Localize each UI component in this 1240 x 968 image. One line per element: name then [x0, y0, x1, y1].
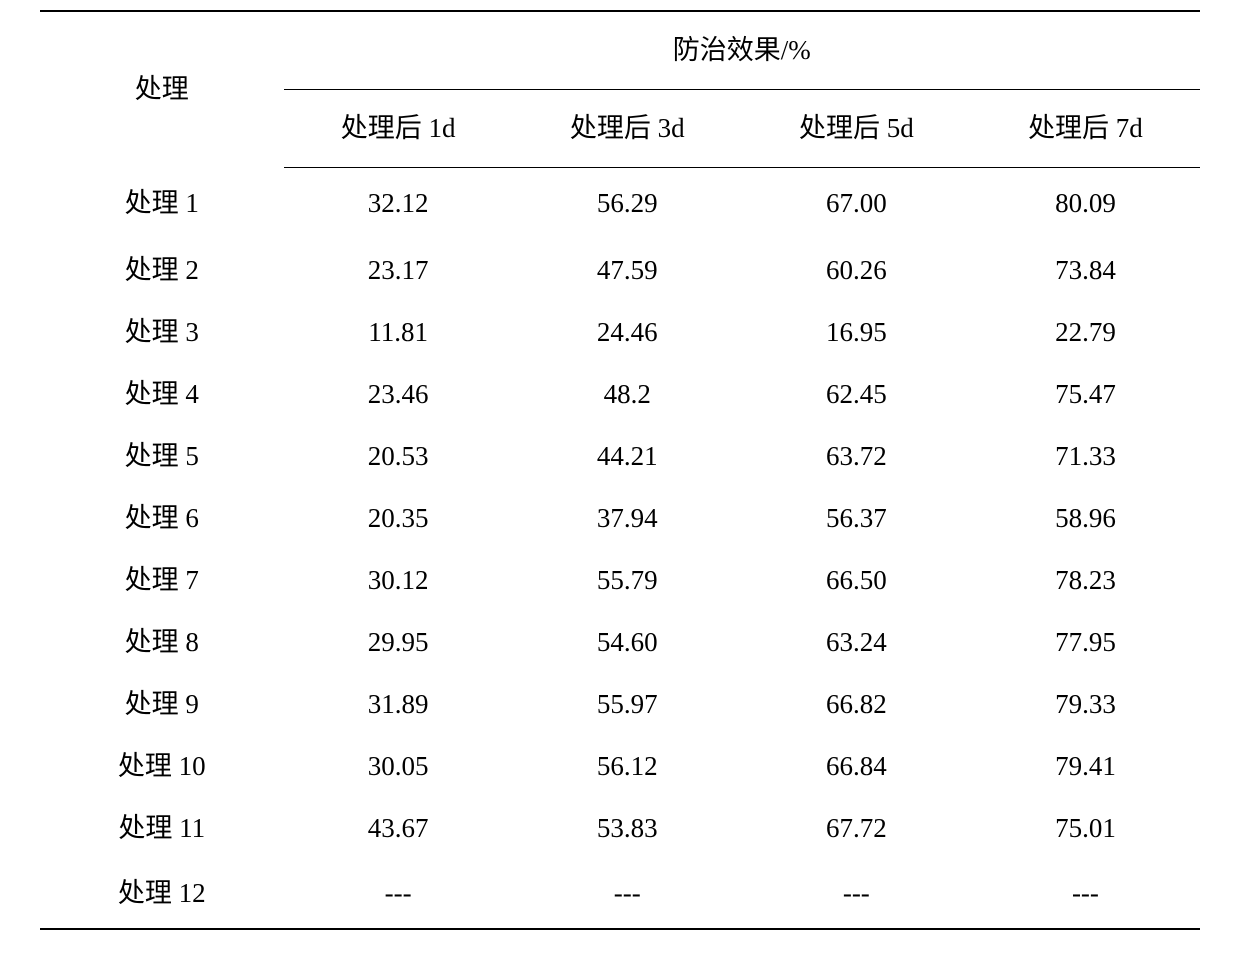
cell: 55.97	[513, 673, 742, 735]
cell: 56.29	[513, 167, 742, 239]
col-header-group: 防治效果/%	[284, 11, 1200, 89]
table-row: 处理 4 23.46 48.2 62.45 75.47	[40, 363, 1200, 425]
row-label: 处理 9	[40, 673, 284, 735]
cell: 54.60	[513, 611, 742, 673]
col-header-5d-label: 处理后 5d	[799, 115, 914, 142]
table-body: 处理 1 32.12 56.29 67.00 80.09 处理 2 23.17 …	[40, 167, 1200, 929]
row-label: 处理 11	[40, 797, 284, 859]
cell: 66.84	[742, 735, 971, 797]
table-row: 处理 7 30.12 55.79 66.50 78.23	[40, 549, 1200, 611]
row-label: 处理 10	[40, 735, 284, 797]
cell: 23.17	[284, 239, 513, 301]
col-header-treatment: 处理	[40, 11, 284, 167]
cell: 58.96	[971, 487, 1200, 549]
cell: 23.46	[284, 363, 513, 425]
cell: 60.26	[742, 239, 971, 301]
cell: 79.41	[971, 735, 1200, 797]
cell: 37.94	[513, 487, 742, 549]
table-row: 处理 10 30.05 56.12 66.84 79.41	[40, 735, 1200, 797]
row-label: 处理 4	[40, 363, 284, 425]
cell: 73.84	[971, 239, 1200, 301]
cell: 20.53	[284, 425, 513, 487]
cell: 24.46	[513, 301, 742, 363]
cell: 43.67	[284, 797, 513, 859]
table-row: 处理 6 20.35 37.94 56.37 58.96	[40, 487, 1200, 549]
cell: 30.12	[284, 549, 513, 611]
row-label: 处理 1	[40, 167, 284, 239]
cell: 30.05	[284, 735, 513, 797]
row-label: 处理 3	[40, 301, 284, 363]
cell: ---	[742, 859, 971, 929]
cell: 67.72	[742, 797, 971, 859]
col-header-5d: 处理后 5d	[742, 89, 971, 167]
col-header-3d: 处理后 3d	[513, 89, 742, 167]
cell: 66.82	[742, 673, 971, 735]
cell: 80.09	[971, 167, 1200, 239]
col-header-7d: 处理后 7d	[971, 89, 1200, 167]
col-header-1d-label: 处理后 1d	[341, 115, 456, 142]
cell: 31.89	[284, 673, 513, 735]
cell: 66.50	[742, 549, 971, 611]
cell: 22.79	[971, 301, 1200, 363]
cell: 20.35	[284, 487, 513, 549]
cell: 77.95	[971, 611, 1200, 673]
table-row: 处理 5 20.53 44.21 63.72 71.33	[40, 425, 1200, 487]
table-row: 处理 2 23.17 47.59 60.26 73.84	[40, 239, 1200, 301]
cell: 71.33	[971, 425, 1200, 487]
table-row: 处理 3 11.81 24.46 16.95 22.79	[40, 301, 1200, 363]
cell: 47.59	[513, 239, 742, 301]
cell: ---	[971, 859, 1200, 929]
cell: 53.83	[513, 797, 742, 859]
page: 处理 防治效果/% 处理后 1d 处理后 3d 处理后 5d 处理后 7d 处理…	[0, 0, 1240, 968]
row-label: 处理 8	[40, 611, 284, 673]
cell: 67.00	[742, 167, 971, 239]
cell: ---	[513, 859, 742, 929]
cell: 32.12	[284, 167, 513, 239]
cell: 75.47	[971, 363, 1200, 425]
cell: 56.37	[742, 487, 971, 549]
table-row: 处理 12 --- --- --- ---	[40, 859, 1200, 929]
row-label: 处理 7	[40, 549, 284, 611]
row-label: 处理 12	[40, 859, 284, 929]
cell: 11.81	[284, 301, 513, 363]
cell: 63.72	[742, 425, 971, 487]
col-header-1d: 处理后 1d	[284, 89, 513, 167]
cell: 79.33	[971, 673, 1200, 735]
cell: 29.95	[284, 611, 513, 673]
cell: 48.2	[513, 363, 742, 425]
cell: 63.24	[742, 611, 971, 673]
cell: ---	[284, 859, 513, 929]
table-row: 处理 1 32.12 56.29 67.00 80.09	[40, 167, 1200, 239]
cell: 16.95	[742, 301, 971, 363]
row-label: 处理 2	[40, 239, 284, 301]
efficacy-table: 处理 防治效果/% 处理后 1d 处理后 3d 处理后 5d 处理后 7d 处理…	[40, 10, 1200, 930]
cell: 55.79	[513, 549, 742, 611]
row-label: 处理 6	[40, 487, 284, 549]
col-header-treatment-label: 处理	[135, 76, 189, 103]
table-row: 处理 8 29.95 54.60 63.24 77.95	[40, 611, 1200, 673]
cell: 78.23	[971, 549, 1200, 611]
row-label: 处理 5	[40, 425, 284, 487]
col-header-7d-label: 处理后 7d	[1028, 115, 1143, 142]
col-header-group-label: 防治效果/%	[673, 37, 811, 64]
col-header-3d-label: 处理后 3d	[570, 115, 685, 142]
cell: 56.12	[513, 735, 742, 797]
cell: 62.45	[742, 363, 971, 425]
cell: 75.01	[971, 797, 1200, 859]
cell: 44.21	[513, 425, 742, 487]
table-row: 处理 11 43.67 53.83 67.72 75.01	[40, 797, 1200, 859]
table-row: 处理 9 31.89 55.97 66.82 79.33	[40, 673, 1200, 735]
